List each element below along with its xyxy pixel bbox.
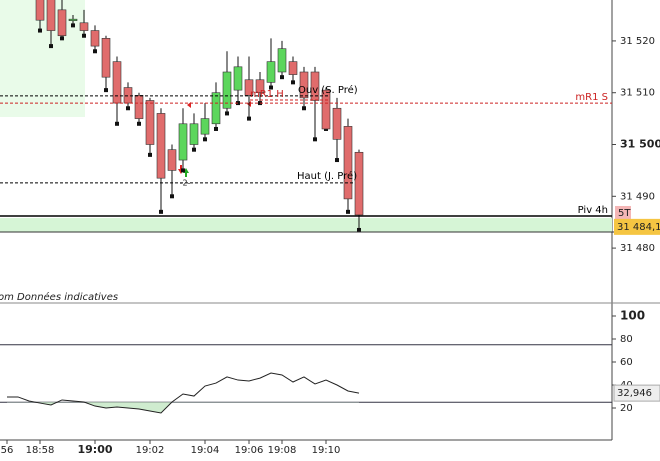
y-tick-label: 31 490 xyxy=(620,191,655,202)
value-box xyxy=(613,384,660,402)
candle-body xyxy=(145,100,155,145)
wick-end xyxy=(302,106,306,111)
fill-below xyxy=(7,402,359,413)
x-tick-label: 19:04 xyxy=(191,445,220,456)
wick-end xyxy=(269,85,273,90)
wick-end xyxy=(313,137,317,142)
wick-end xyxy=(60,36,64,41)
candle-body xyxy=(233,66,243,91)
wick-end xyxy=(203,137,207,142)
candle-body xyxy=(90,30,100,47)
wick-end xyxy=(159,209,163,214)
y-tick-label: 20 xyxy=(620,403,633,414)
wick-end xyxy=(181,168,185,173)
y-tick-label: 60 xyxy=(620,357,633,368)
candle-body xyxy=(332,107,342,140)
last-price-box xyxy=(614,218,660,235)
wick-end xyxy=(192,147,196,152)
wick-end xyxy=(357,227,361,232)
wick-end xyxy=(38,28,42,33)
candle-body xyxy=(35,0,45,21)
wick-end xyxy=(93,49,97,54)
y-tick-label: 31 480 xyxy=(620,243,655,254)
panel-title: om Données indicatives xyxy=(0,291,118,303)
x-tick-label: 19:06 xyxy=(235,445,264,456)
candle-body xyxy=(156,113,166,179)
candle-body xyxy=(101,38,111,78)
level-label: mR1 H xyxy=(250,89,284,100)
wick-end xyxy=(280,75,284,80)
y-tick-label: 31 510 xyxy=(620,88,655,99)
candle-body xyxy=(68,18,78,21)
wick-end xyxy=(291,80,295,85)
candle-body xyxy=(211,92,221,125)
x-tick-label: 19:00 xyxy=(77,443,112,456)
wick-end xyxy=(115,121,119,126)
wick-end xyxy=(225,111,229,116)
annotation: -2- xyxy=(180,179,191,188)
band xyxy=(0,218,612,233)
wick-end xyxy=(170,194,174,199)
wick-end xyxy=(104,88,108,93)
wick-end xyxy=(71,23,75,28)
candle-body xyxy=(46,0,56,31)
candle-body xyxy=(354,151,364,216)
candle-body xyxy=(222,71,232,109)
plot xyxy=(0,0,612,233)
level-label: mR1 S xyxy=(575,92,608,103)
last-price-label: 31 484,1 xyxy=(617,222,660,233)
candle-body xyxy=(244,79,254,96)
candle-body xyxy=(255,79,265,94)
level-label: Ouv (S. Pré) xyxy=(298,84,358,96)
wick-end xyxy=(137,121,141,126)
candle-body xyxy=(178,123,188,161)
wick-end xyxy=(346,209,350,214)
wick-end xyxy=(148,152,152,157)
candle-body xyxy=(189,123,199,145)
candle-body xyxy=(167,149,177,171)
candle-body xyxy=(321,89,331,130)
badge xyxy=(615,205,631,220)
candle-body xyxy=(299,71,309,99)
candle-body xyxy=(288,61,298,75)
candle-body xyxy=(343,126,353,200)
x-tick-label: 19:08 xyxy=(268,445,297,456)
y-tick-label: 31 500 xyxy=(620,138,660,151)
badge-label: 5T xyxy=(618,208,631,219)
arrow-up xyxy=(183,168,189,177)
wick-end xyxy=(49,44,53,49)
wick-end xyxy=(126,106,130,111)
candle-body xyxy=(277,48,287,73)
wick-end xyxy=(82,33,86,38)
candle-body xyxy=(200,118,210,135)
y-tick-label: 31 520 xyxy=(620,36,655,47)
wick-end xyxy=(214,126,218,131)
candle-body xyxy=(134,95,144,119)
x-tick-label: 18:58 xyxy=(26,445,55,456)
x-tick-label: 19:02 xyxy=(136,445,165,456)
candle-body xyxy=(266,61,276,83)
y-tick-label: 100 xyxy=(620,309,645,323)
wick-end xyxy=(247,116,251,121)
wick-end xyxy=(335,158,339,163)
level-label: Haut (J. Pré) xyxy=(297,170,357,182)
x-tick-label: 19:10 xyxy=(312,445,341,456)
level-label: Piv 4h xyxy=(578,205,608,216)
candle-body xyxy=(112,61,122,104)
candle-body xyxy=(310,71,320,101)
y-tick-label: 80 xyxy=(620,334,633,345)
candle-body xyxy=(123,87,133,104)
candle-body xyxy=(57,9,67,37)
indicator-line xyxy=(7,372,360,414)
value-label: 32,946 xyxy=(617,388,652,399)
x-tick-label: 56 xyxy=(1,445,14,456)
candle-body xyxy=(79,22,89,31)
